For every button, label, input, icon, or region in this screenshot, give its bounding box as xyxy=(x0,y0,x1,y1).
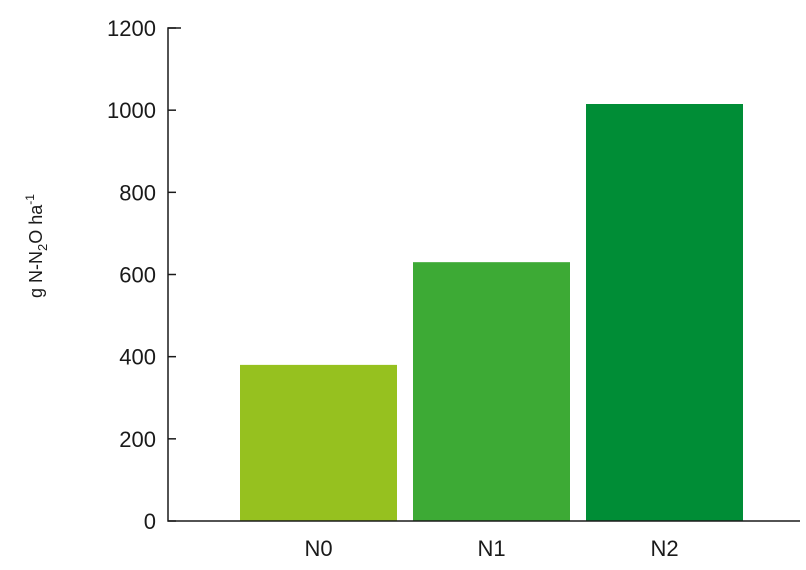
bar-n0 xyxy=(240,364,397,521)
y-tick-label: 1000 xyxy=(107,98,156,123)
x-axis-labels: N0 N1 N2 xyxy=(304,536,678,561)
svg-text:g N-N2O ha-1: g N-N2O ha-1 xyxy=(23,194,50,298)
y-tick-label: 800 xyxy=(119,180,156,205)
x-category-label: N0 xyxy=(304,536,332,561)
x-category-label: N2 xyxy=(650,536,678,561)
y-tick-label: 200 xyxy=(119,427,156,452)
y-tick-label: 1200 xyxy=(107,16,156,41)
bar-n2 xyxy=(586,104,743,522)
y-axis-title-middle: O ha xyxy=(26,204,46,244)
y-tick-label: 400 xyxy=(119,345,156,370)
y-axis-title-superscript: -1 xyxy=(23,194,37,205)
y-axis-title: g N-N2O ha-1 xyxy=(23,194,50,298)
y-axis-title-subscript: 2 xyxy=(35,244,50,251)
x-category-label: N1 xyxy=(477,536,505,561)
bar-n1 xyxy=(413,262,570,521)
y-axis-title-prefix: g N-N xyxy=(26,251,46,298)
y-tick-label: 0 xyxy=(144,509,156,534)
y-tick-label: 600 xyxy=(119,263,156,288)
bars xyxy=(240,104,743,522)
y-axis-ticks: 0 200 400 600 800 1000 1200 xyxy=(107,16,176,534)
axis-lines xyxy=(167,27,800,522)
